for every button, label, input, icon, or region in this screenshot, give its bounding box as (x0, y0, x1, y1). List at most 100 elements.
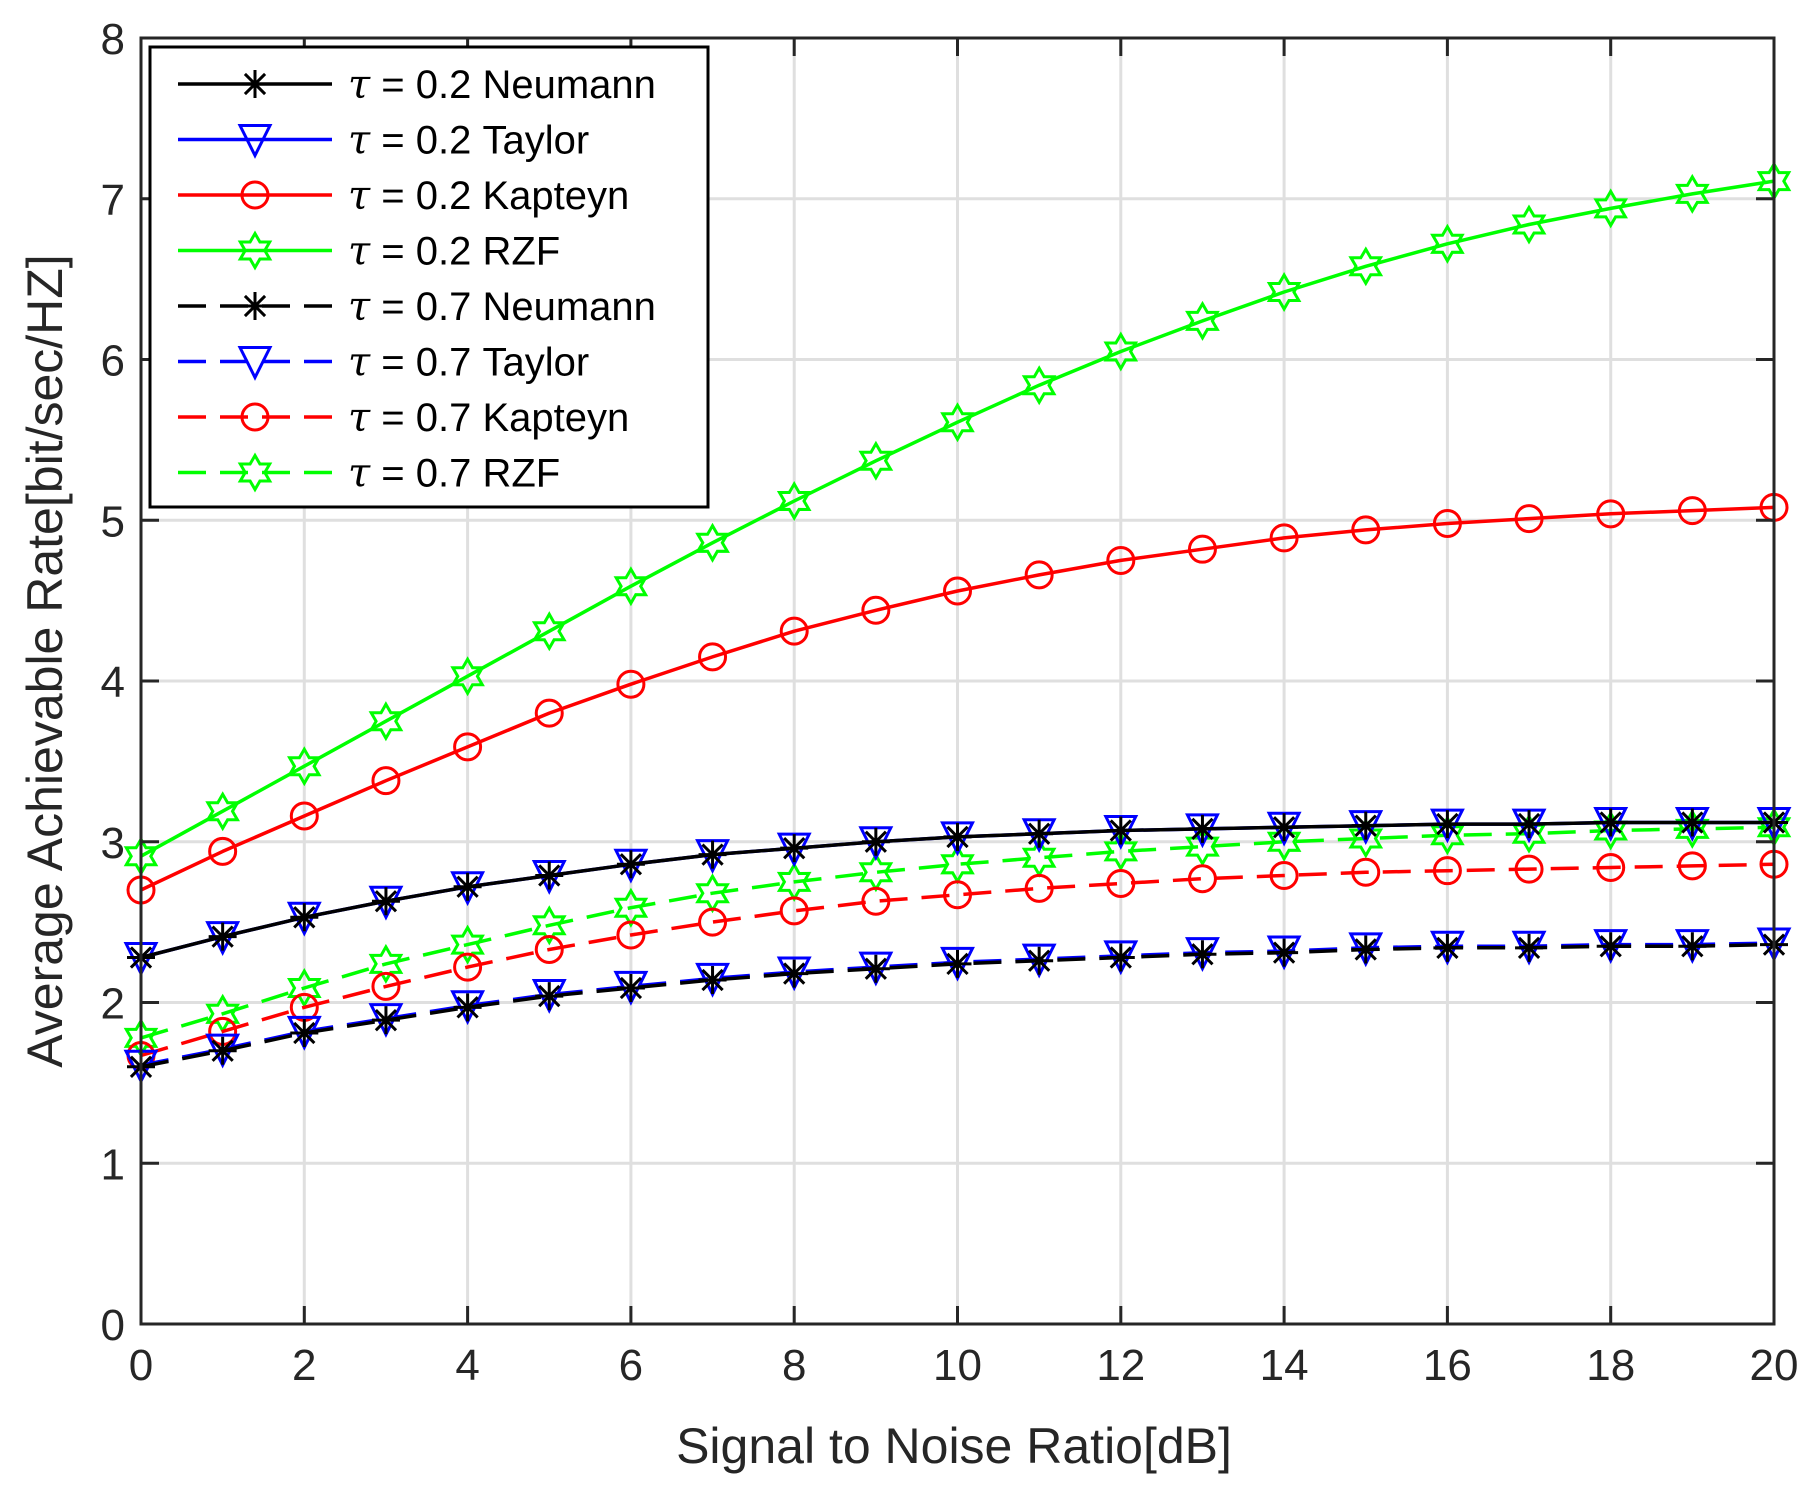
data-point (534, 698, 564, 728)
y-tick-label: 6 (101, 337, 125, 386)
legend-item: τ = 0.2 Kapteyn (178, 173, 629, 219)
legend-name: = 0.2 Neumann (370, 63, 656, 107)
data-point (1593, 188, 1628, 229)
asterisk-strokes (1188, 940, 1217, 969)
data-point (1515, 810, 1544, 839)
legend-marker (241, 70, 269, 98)
asterisk-strokes (1596, 932, 1625, 961)
legend-label: τ = 0.2 Kapteyn (348, 173, 629, 219)
data-point (1596, 932, 1625, 961)
y-tick-label: 2 (101, 980, 125, 1029)
data-point (1675, 173, 1710, 214)
legend-marker (241, 292, 269, 320)
data-point (1430, 815, 1465, 856)
data-point (287, 746, 322, 787)
data-point (695, 522, 730, 563)
data-point (531, 905, 567, 946)
legend-marker (237, 230, 273, 271)
data-point (1025, 819, 1054, 848)
data-point (1348, 246, 1384, 287)
data-point (943, 880, 972, 910)
legend-name: = 0.2 Kapteyn (370, 174, 629, 218)
data-point (1433, 810, 1462, 839)
legend-item: τ = 0.2 Taylor (178, 118, 589, 164)
asterisk-strokes (1433, 933, 1462, 962)
data-point (1432, 856, 1462, 886)
data-point (1432, 508, 1462, 538)
data-point (290, 1019, 319, 1048)
asterisk-strokes (290, 1019, 319, 1048)
legend-label: τ = 0.7 Taylor (348, 340, 589, 386)
legend-symbol: τ (348, 284, 371, 330)
data-point (535, 982, 564, 1011)
asterisk-strokes (1106, 943, 1135, 972)
series-0 (127, 808, 1788, 972)
asterisk-strokes (453, 872, 482, 901)
data-point (290, 903, 319, 932)
asterisk-strokes (1678, 932, 1707, 961)
y-tick-label: 5 (101, 497, 125, 546)
data-point (1433, 933, 1462, 962)
x-tick-label: 16 (1423, 1341, 1472, 1390)
data-point (287, 967, 322, 1009)
data-point (616, 974, 645, 1003)
data-point (1106, 816, 1135, 845)
legend-item: τ = 0.7 RZF (178, 451, 560, 497)
data-point (371, 971, 401, 1001)
legend-label: τ = 0.2 Neumann (348, 62, 656, 108)
data-point (861, 954, 890, 983)
data-point (613, 566, 649, 607)
data-point (858, 440, 894, 481)
asterisk-strokes (616, 850, 645, 879)
legend-item: τ = 0.7 Taylor (178, 340, 589, 386)
data-point (1025, 946, 1054, 975)
data-point (698, 642, 728, 672)
data-point (861, 886, 891, 916)
asterisk-strokes (535, 982, 564, 1011)
data-point (531, 611, 567, 652)
data-point (1596, 808, 1625, 837)
data-point (861, 827, 890, 856)
legend-symbol: τ (348, 118, 371, 164)
legend-name: = 0.7 Neumann (370, 285, 656, 329)
asterisk-strokes (1270, 813, 1299, 842)
data-point (534, 934, 564, 964)
asterisk-strokes (616, 974, 645, 1003)
asterisk-strokes (371, 887, 400, 916)
y-axis-title: Average Achievable Rate[bit/sec/HZ] (17, 254, 73, 1067)
legend-name: = 0.2 Taylor (370, 119, 589, 163)
data-point (1514, 854, 1544, 884)
data-point (1266, 271, 1302, 313)
legend-name: = 0.2 RZF (370, 230, 560, 274)
data-point (1596, 499, 1626, 529)
asterisk-strokes (1433, 810, 1462, 839)
data-point (613, 887, 649, 928)
asterisk-strokes (861, 954, 890, 983)
legend-label: τ = 0.2 Taylor (348, 118, 589, 164)
data-point (450, 924, 485, 965)
data-point (861, 595, 891, 625)
x-tick-label: 14 (1260, 1341, 1309, 1390)
asterisk-strokes (780, 959, 809, 988)
data-point (1185, 300, 1220, 341)
asterisk-strokes (780, 834, 809, 863)
data-point (698, 907, 728, 937)
asterisk-strokes (1025, 946, 1054, 975)
series-2 (126, 492, 1789, 905)
asterisk-strokes (1515, 933, 1544, 962)
data-point (1024, 560, 1054, 590)
data-point (1187, 534, 1217, 564)
asterisk-strokes (453, 993, 482, 1022)
data-point (208, 1036, 237, 1065)
data-point (1678, 808, 1707, 837)
asterisk-strokes (1596, 808, 1625, 837)
data-point (1351, 857, 1381, 887)
data-point (1185, 826, 1220, 867)
series-line (140, 505, 1775, 892)
y-tick-label: 8 (101, 15, 125, 64)
y-tick-label: 0 (101, 1301, 125, 1350)
data-point (1351, 515, 1381, 545)
